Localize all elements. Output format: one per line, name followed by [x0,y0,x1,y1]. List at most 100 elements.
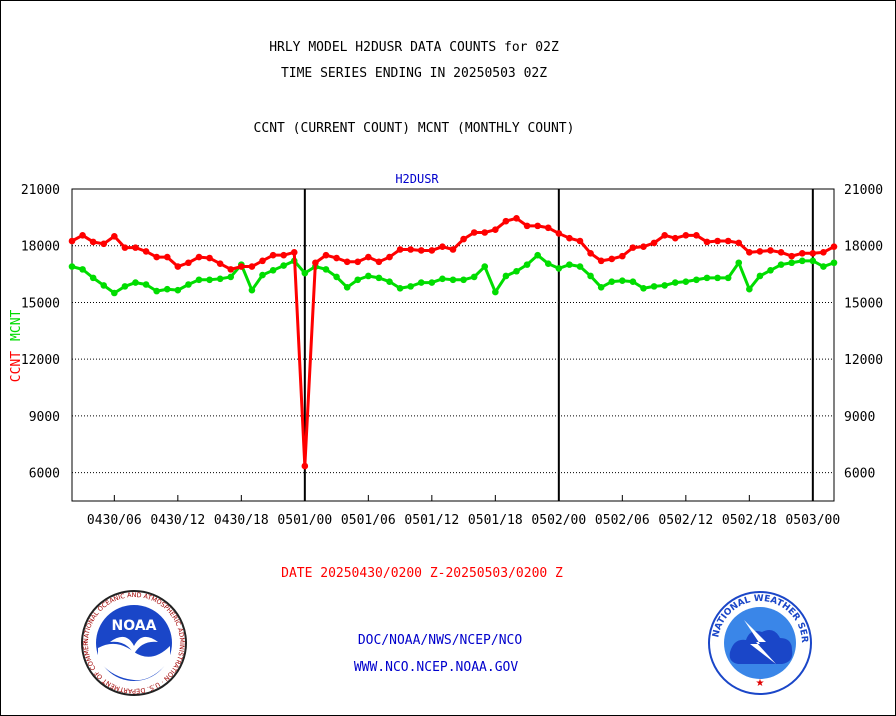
data-point-ccnt [534,222,541,230]
data-point-ccnt [576,237,584,245]
data-point-ccnt [79,232,86,239]
data-point-ccnt [735,239,743,247]
data-point-ccnt [449,246,457,253]
data-point-ccnt [820,249,827,256]
series-line-ccnt [71,216,835,468]
data-point-ccnt [248,263,256,270]
data-point-ccnt [174,263,182,270]
footer-agency: DOC/NOAA/NWS/NCEP/NCO [357,633,523,648]
data-point-ccnt [746,249,753,256]
y-axis-label-mcnt: MCNT [9,309,24,340]
data-point-mcnt [746,285,753,293]
data-point-ccnt [788,252,795,260]
data-point-ccnt [100,240,108,248]
data-point-mcnt [79,266,86,273]
data-point-ccnt [439,243,446,250]
data-point-mcnt [534,251,541,259]
title-line-2: TIME SERIES ENDING IN 20250503 02Z [280,66,548,81]
data-point-ccnt [460,235,467,243]
data-point-mcnt [481,263,489,270]
data-point-ccnt [587,249,594,257]
data-point-ccnt [767,247,774,254]
x-tick-label: 0501/12 [404,513,459,528]
chart-title: H2DUSR [395,172,439,186]
data-point-mcnt [269,267,277,274]
data-point-mcnt [820,263,827,270]
data-point-ccnt [195,253,203,261]
data-point-mcnt [121,283,129,290]
data-point-mcnt [650,283,658,290]
data-point-mcnt [206,276,213,284]
y-tick-label-left: 6000 [29,467,60,482]
data-point-ccnt [121,244,129,251]
x-tick-label: 0501/00 [277,513,332,528]
data-point-ccnt [671,234,679,242]
data-point-ccnt [650,239,658,247]
data-point-mcnt [153,287,160,295]
data-point-mcnt [693,276,700,284]
title-line-3: CCNT (CURRENT COUNT) MCNT (MONTHLY COUNT… [253,121,575,136]
data-point-ccnt [227,266,235,273]
data-point-mcnt [544,260,552,267]
data-point-ccnt [280,251,287,259]
data-point-ccnt [830,243,838,250]
data-point-ccnt [809,249,817,257]
data-point-mcnt [513,267,520,275]
data-point-ccnt [354,258,362,266]
data-point-mcnt [777,261,785,268]
data-point-mcnt [502,272,510,280]
data-point-ccnt [661,232,668,239]
data-point-mcnt [470,273,478,281]
data-point-ccnt [523,222,531,230]
data-point-ccnt [407,246,414,253]
data-point-mcnt [439,275,446,283]
data-point-ccnt [290,249,298,256]
data-point-mcnt [132,279,139,286]
x-tick-label: 0502/00 [531,513,586,528]
data-point-mcnt [449,276,457,284]
data-point-ccnt [544,224,552,232]
data-point-ccnt [798,249,806,257]
data-point-ccnt [238,263,245,270]
footer-website: WWW.NCO.NCEP.NOAA.GOV [353,660,519,675]
data-point-mcnt [608,278,616,285]
data-point-ccnt [365,253,372,261]
svg-text:★: ★ [756,678,765,689]
data-point-ccnt [597,257,605,265]
data-point-ccnt [206,254,213,262]
data-point-mcnt [396,284,404,292]
data-point-ccnt [89,238,97,246]
x-tick-label: 0501/18 [468,513,523,528]
data-point-ccnt [724,237,732,245]
data-point-mcnt [322,266,330,273]
data-point-mcnt [619,277,626,285]
data-point-mcnt [492,288,499,296]
data-point-mcnt [185,281,192,288]
data-point-ccnt [322,251,330,259]
data-point-ccnt [343,258,351,266]
y-tick-label-left: 15000 [21,296,60,311]
data-point-mcnt [417,279,425,286]
data-point-mcnt [576,263,584,270]
y-tick-label-right: 12000 [844,353,883,368]
data-point-ccnt [703,238,711,246]
plot-area [71,188,835,502]
data-point-ccnt [396,246,404,253]
y-axis-label-ccnt: CCNT [9,351,24,382]
data-point-mcnt [333,273,340,281]
data-point-ccnt [777,249,785,256]
data-point-mcnt [735,259,743,267]
data-point-mcnt [216,275,224,283]
data-point-ccnt [513,215,520,222]
noaa-logo-text: NOAA [112,618,157,634]
data-point-ccnt [142,248,150,255]
data-point-ccnt [555,230,563,237]
data-point-ccnt [502,217,510,225]
data-point-mcnt [629,278,637,285]
y-tick-label-right: 6000 [844,467,875,482]
data-point-mcnt [798,257,806,265]
data-point-ccnt [163,253,171,261]
data-point-ccnt [682,232,690,239]
x-tick-label: 0501/06 [341,513,396,528]
